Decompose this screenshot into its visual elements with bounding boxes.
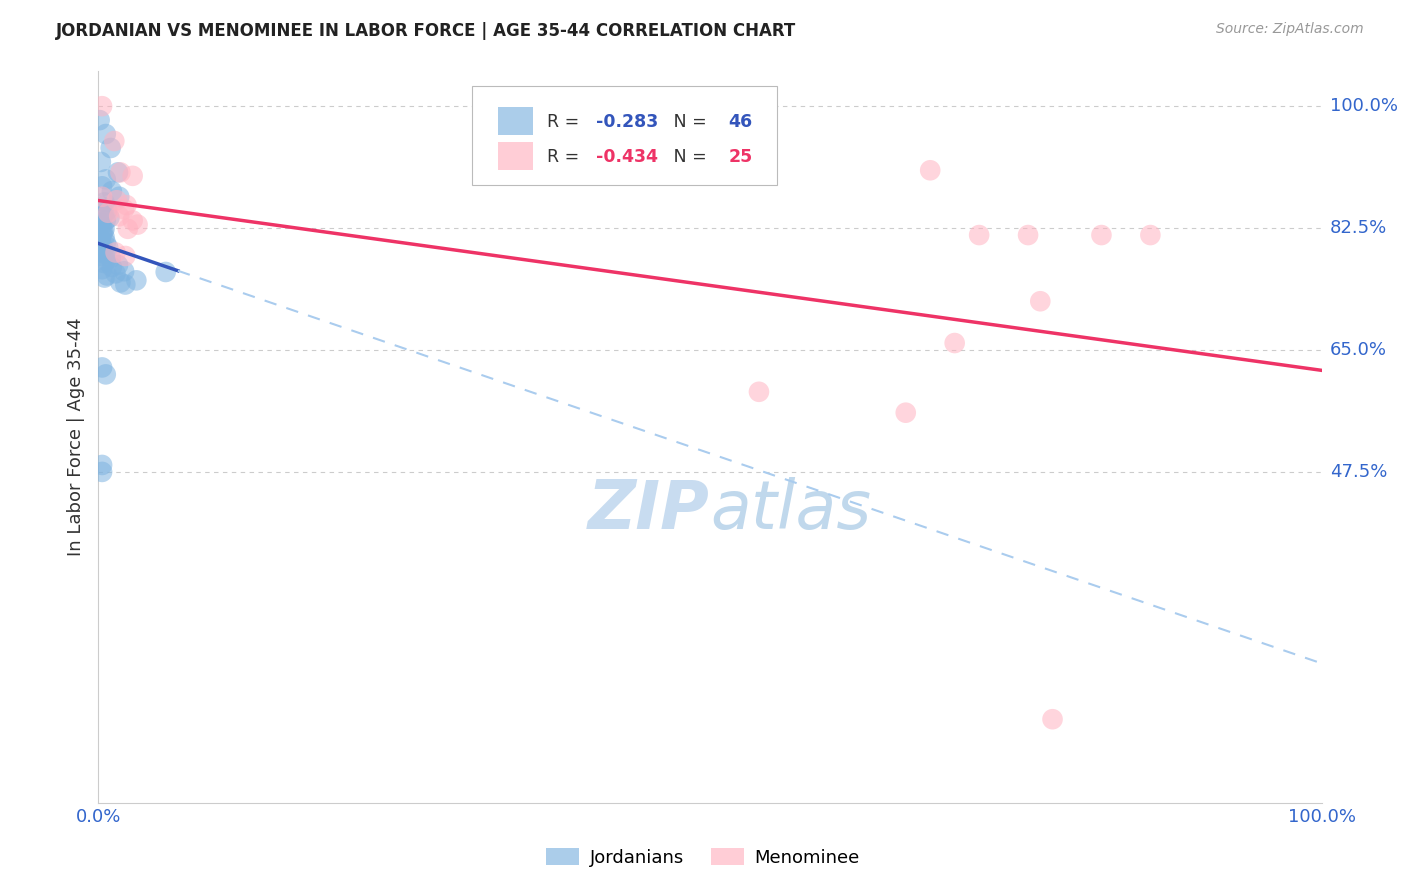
Y-axis label: In Labor Force | Age 35-44: In Labor Force | Age 35-44 [66, 318, 84, 557]
Point [112, 202, 135, 217]
Point [93, 221, 115, 235]
Text: ZIP: ZIP [588, 477, 710, 543]
Point [91, 360, 114, 375]
Point [100, 251, 122, 265]
Point [100, 141, 122, 155]
Legend: Jordanians, Menominee: Jordanians, Menominee [538, 841, 868, 874]
Point [89, 113, 111, 128]
Point [91, 238, 114, 252]
Point [91, 465, 114, 479]
Point [104, 245, 127, 260]
Point [90, 216, 112, 230]
Point [93, 230, 115, 244]
Text: N =: N = [658, 148, 713, 166]
Text: -0.283: -0.283 [596, 112, 658, 131]
Point [93, 247, 115, 261]
Point [101, 260, 124, 274]
Point [114, 277, 136, 292]
Point [90, 244, 112, 259]
Point [107, 165, 129, 179]
Point [97, 241, 120, 255]
Text: 65.0%: 65.0% [1330, 341, 1386, 359]
FancyBboxPatch shape [471, 86, 778, 185]
Point [110, 165, 132, 179]
Point [894, 406, 917, 420]
Point [105, 193, 128, 207]
Point [1042, 712, 1064, 726]
Point [90, 249, 112, 263]
Text: R =: R = [547, 148, 585, 166]
Point [155, 265, 177, 279]
Point [1017, 228, 1039, 243]
Point [94, 172, 117, 186]
Text: 25: 25 [728, 148, 752, 166]
Point [117, 221, 139, 235]
Point [115, 198, 138, 212]
Text: 47.5%: 47.5% [1330, 463, 1388, 481]
Point [114, 249, 136, 263]
Bar [498, 143, 533, 170]
Point [127, 218, 149, 232]
Point [98, 211, 121, 225]
Point [94, 235, 117, 250]
Point [112, 264, 135, 278]
Point [94, 213, 117, 227]
Point [91, 225, 114, 239]
Point [108, 209, 131, 223]
Point [91, 200, 114, 214]
Text: atlas: atlas [710, 477, 872, 543]
Point [90, 155, 112, 169]
Point [125, 273, 148, 287]
Point [103, 134, 125, 148]
Point [96, 203, 118, 218]
Point [91, 458, 114, 472]
Point [107, 258, 129, 272]
Point [748, 384, 770, 399]
Text: N =: N = [658, 112, 713, 131]
Text: JORDANIAN VS MENOMINEE IN LABOR FORCE | AGE 35-44 CORRELATION CHART: JORDANIAN VS MENOMINEE IN LABOR FORCE | … [56, 22, 796, 40]
Point [96, 268, 118, 283]
Text: 100.0%: 100.0% [1330, 97, 1398, 115]
Point [91, 179, 114, 194]
Point [920, 163, 942, 178]
Point [1090, 228, 1112, 243]
Point [967, 228, 990, 243]
Bar [498, 107, 533, 135]
Point [94, 253, 117, 268]
Point [121, 213, 143, 227]
Point [91, 219, 114, 233]
Text: -0.434: -0.434 [596, 148, 658, 166]
Point [108, 190, 131, 204]
Point [91, 190, 114, 204]
Point [91, 227, 114, 242]
Text: 82.5%: 82.5% [1330, 219, 1388, 237]
Point [101, 184, 124, 198]
Point [943, 336, 966, 351]
Point [91, 208, 114, 222]
Point [93, 195, 115, 210]
Point [91, 99, 114, 113]
Point [91, 243, 114, 257]
Point [104, 266, 127, 280]
Point [91, 256, 114, 270]
Point [1139, 228, 1161, 243]
Point [121, 169, 143, 183]
Text: 46: 46 [728, 112, 752, 131]
Point [94, 127, 117, 141]
Point [91, 262, 114, 277]
Point [1029, 294, 1052, 309]
Text: Source: ZipAtlas.com: Source: ZipAtlas.com [1216, 22, 1364, 37]
Point [94, 368, 117, 382]
Point [110, 276, 132, 290]
Point [97, 206, 120, 220]
Text: R =: R = [547, 112, 585, 131]
Point [90, 233, 112, 247]
Point [93, 270, 115, 285]
